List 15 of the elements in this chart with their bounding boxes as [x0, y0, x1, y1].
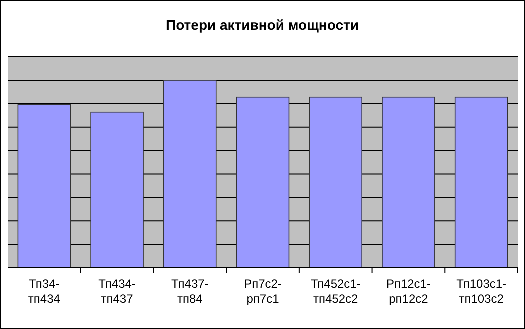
- x-tick-label: Тп437-тп84: [171, 277, 209, 306]
- bar: [18, 104, 72, 268]
- bar: [90, 112, 144, 268]
- bar: [454, 96, 508, 268]
- bar: [236, 96, 290, 268]
- x-tick-label: Тп452с1-тп452с2: [310, 277, 361, 306]
- x-tick-label: Тп103с1-тп103с2: [456, 277, 507, 306]
- bar: [164, 80, 217, 268]
- bar: [382, 96, 436, 268]
- bar: [309, 96, 362, 268]
- x-tick-label: Рп7с2-рп7с1: [244, 277, 282, 306]
- x-tick-label: Рп12с1-рп12с2: [386, 277, 431, 306]
- chart-title: Потери активной мощности: [166, 17, 359, 33]
- x-tick-label: Тп434-тп437: [98, 277, 136, 306]
- x-tick-label: Тп34-тп434: [28, 277, 61, 306]
